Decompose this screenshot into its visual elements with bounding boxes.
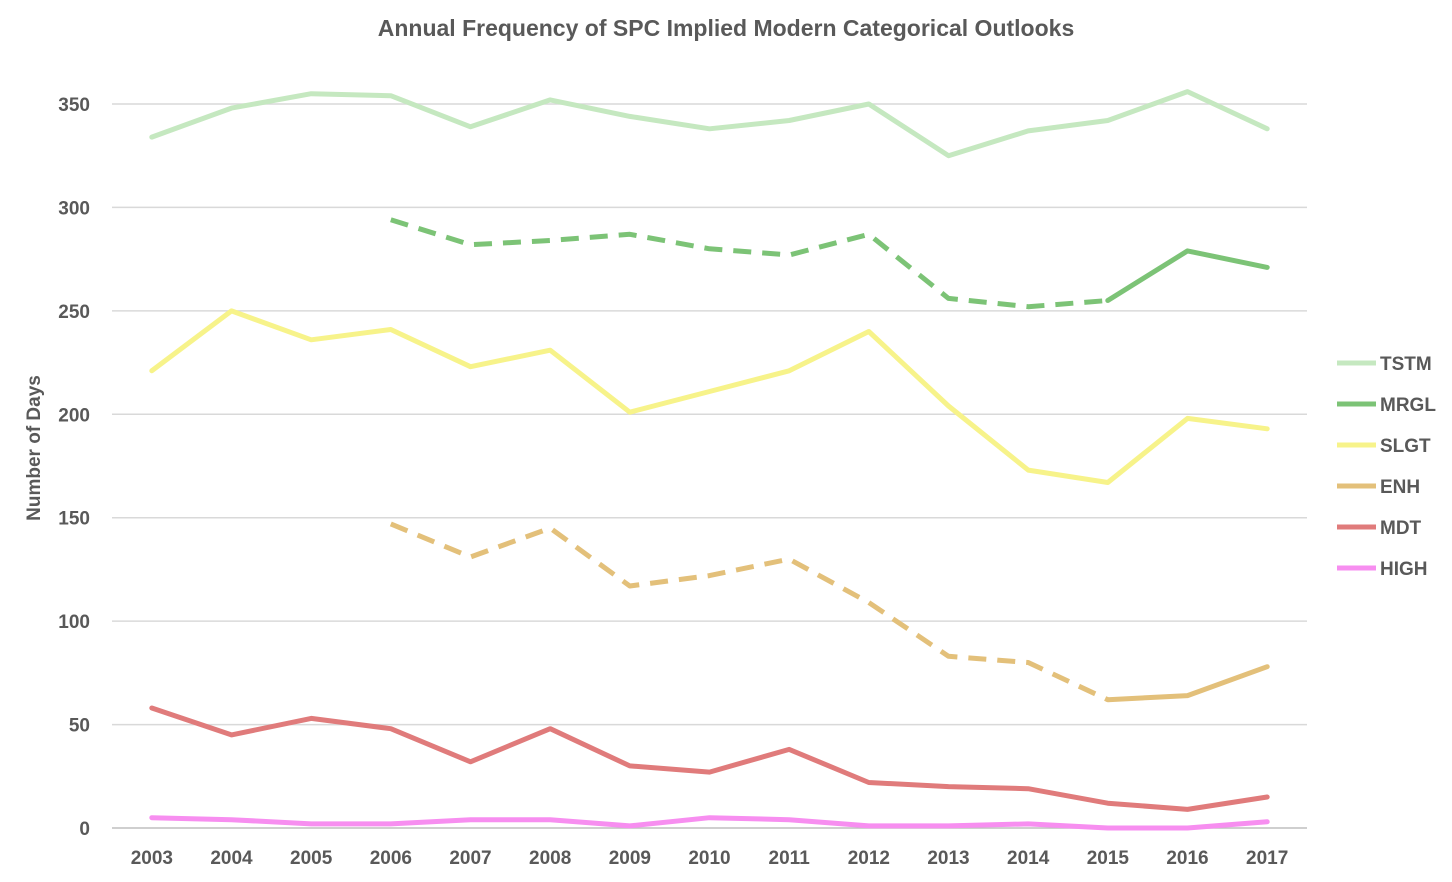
y-axis-label: Number of Days — [24, 375, 45, 521]
x-tick-label: 2007 — [449, 848, 491, 869]
y-tick-label: 50 — [69, 716, 90, 737]
legend-item-enh: ENH — [1337, 477, 1420, 498]
x-tick-label: 2005 — [290, 848, 333, 869]
series-line — [149, 89, 1270, 159]
y-tick-label: 0 — [79, 819, 90, 840]
x-tick-label: 2015 — [1087, 848, 1130, 869]
x-tick-label: 2013 — [927, 848, 969, 869]
x-tick-label: 2014 — [1007, 848, 1050, 869]
y-tick-label: 300 — [58, 198, 90, 219]
x-tick-label: 2016 — [1166, 848, 1208, 869]
legend-label: HIGH — [1380, 559, 1428, 580]
legend-item-mrgl: MRGL — [1337, 395, 1436, 416]
x-tick-label: 2004 — [210, 848, 253, 869]
series-enh — [389, 521, 1270, 703]
y-tick-label: 350 — [58, 95, 90, 116]
y-tick-label: 150 — [58, 509, 90, 530]
y-tick-label: 100 — [58, 612, 90, 633]
series-line — [149, 705, 1270, 812]
x-tick-label: 2008 — [529, 848, 571, 869]
series-tstm — [149, 89, 1270, 159]
y-tick-label: 250 — [58, 302, 90, 323]
x-tick-label: 2006 — [370, 848, 412, 869]
x-tick-label: 2003 — [131, 848, 173, 869]
series-line — [1105, 664, 1270, 703]
chart-title: Annual Frequency of SPC Implied Modern C… — [378, 15, 1074, 41]
legend-item-slgt: SLGT — [1337, 436, 1431, 457]
series-mrgl — [390, 217, 1270, 310]
legend: TSTM MRGL SLGT ENH MDT HIGH — [1337, 354, 1436, 580]
legend-item-mdt: MDT — [1337, 518, 1422, 539]
x-tick-label: 2011 — [769, 848, 811, 869]
x-tick-label: 2017 — [1246, 848, 1288, 869]
legend-item-high: HIGH — [1337, 559, 1428, 580]
legend-label: TSTM — [1380, 354, 1432, 375]
series-line — [149, 815, 1270, 831]
x-tick-label: 2010 — [688, 848, 730, 869]
x-tick-label: 2012 — [848, 848, 890, 869]
series-line-dashed — [390, 217, 1108, 310]
series-lines — [149, 89, 1270, 831]
legend-label: ENH — [1380, 477, 1420, 498]
series-line — [149, 308, 1270, 485]
legend-label: MRGL — [1380, 395, 1436, 416]
series-mdt — [149, 705, 1270, 812]
y-axis-ticks: 0 50 100 150 200 250 300 350 — [58, 95, 90, 840]
series-line — [1105, 248, 1270, 303]
legend-label: SLGT — [1380, 436, 1431, 457]
series-slgt — [149, 308, 1270, 485]
x-tick-label: 2009 — [609, 848, 651, 869]
legend-item-tstm: TSTM — [1337, 354, 1432, 375]
series-line-dashed — [389, 521, 1109, 702]
series-high — [149, 815, 1270, 831]
x-axis-ticks: 2003 2004 2005 2006 2007 2008 2009 2010 2011 2012… — [131, 848, 1289, 869]
y-tick-label: 200 — [58, 405, 90, 426]
gridlines — [112, 103, 1307, 829]
legend-label: MDT — [1380, 518, 1422, 539]
